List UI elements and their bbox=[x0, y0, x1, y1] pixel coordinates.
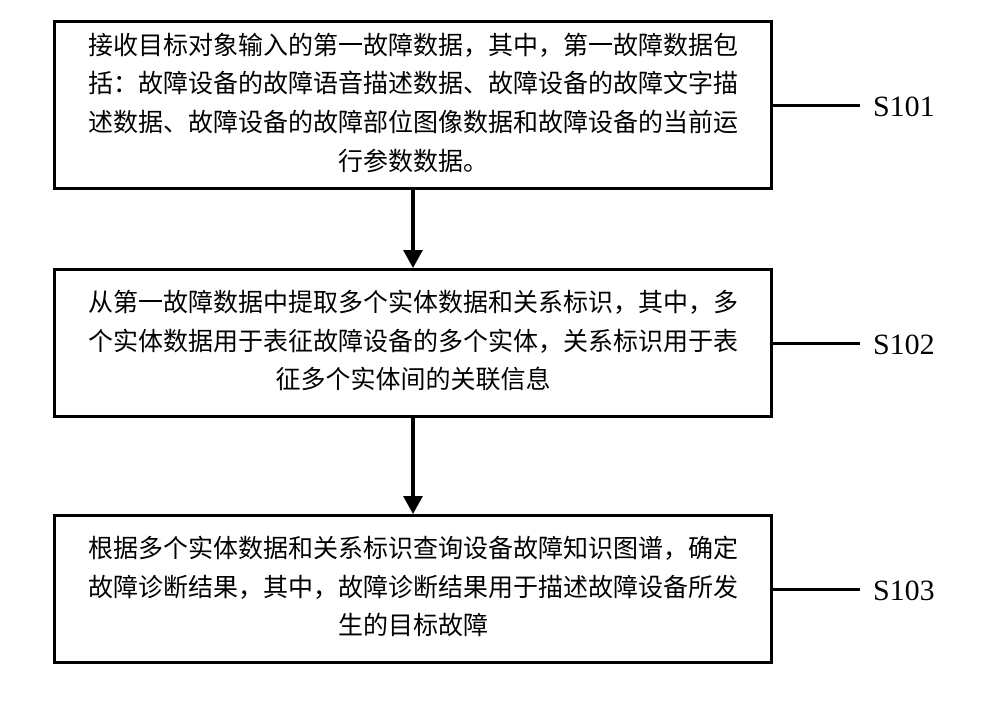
arrow-head-1 bbox=[403, 250, 423, 268]
step-box-s102: 从第一故障数据中提取多个实体数据和关系标识，其中，多个实体数据用于表征故障设备的… bbox=[53, 268, 773, 418]
step-box-s103: 根据多个实体数据和关系标识查询设备故障知识图谱，确定故障诊断结果，其中，故障诊断… bbox=[53, 514, 773, 664]
step-label-s102: S102 bbox=[873, 328, 935, 362]
arrow-head-2 bbox=[403, 496, 423, 514]
step-text: 根据多个实体数据和关系标识查询设备故障知识图谱，确定故障诊断结果，其中，故障诊断… bbox=[76, 531, 750, 647]
flowchart-canvas: 接收目标对象输入的第一故障数据，其中，第一故障数据包括：故障设备的故障语音描述数… bbox=[0, 0, 1000, 710]
step-box-s101: 接收目标对象输入的第一故障数据，其中，第一故障数据包括：故障设备的故障语音描述数… bbox=[53, 20, 773, 190]
arrow-line-2 bbox=[411, 418, 415, 498]
step-text: 接收目标对象输入的第一故障数据，其中，第一故障数据包括：故障设备的故障语音描述数… bbox=[76, 28, 750, 183]
arrow-line-1 bbox=[411, 190, 415, 252]
step-text: 从第一故障数据中提取多个实体数据和关系标识，其中，多个实体数据用于表征故障设备的… bbox=[76, 285, 750, 401]
tick-s101 bbox=[773, 104, 860, 107]
tick-s103 bbox=[773, 588, 860, 591]
tick-s102 bbox=[773, 342, 860, 345]
step-label-s101: S101 bbox=[873, 90, 935, 124]
step-label-s103: S103 bbox=[873, 574, 935, 608]
